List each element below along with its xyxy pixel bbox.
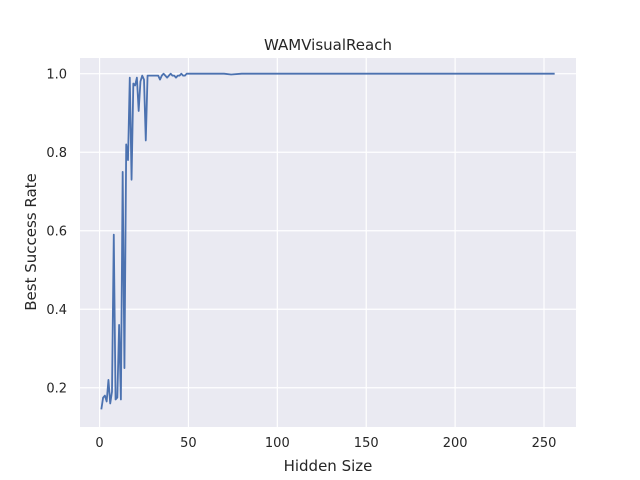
x-axis-label: Hidden Size xyxy=(284,457,373,475)
y-tick-label: 1.0 xyxy=(46,68,67,83)
x-tick-label: 100 xyxy=(265,436,290,451)
y-tick-label: 0.8 xyxy=(46,146,67,161)
x-tick-label: 200 xyxy=(443,436,468,451)
y-tick-label: 0.6 xyxy=(46,225,67,240)
plot-area xyxy=(80,58,576,427)
x-tick-label: 250 xyxy=(532,436,557,451)
y-axis-label: Best Success Rate xyxy=(22,173,40,311)
chart-title: WAMVisualReach xyxy=(264,36,392,54)
y-tick-labels: 0.2 0.4 0.6 0.8 1.0 xyxy=(46,68,67,397)
x-tick-label: 50 xyxy=(180,436,197,451)
x-tick-label: 0 xyxy=(95,436,103,451)
series-line xyxy=(100,72,555,410)
x-tick-labels: 0 50 100 150 200 250 xyxy=(95,436,556,451)
x-tick-label: 150 xyxy=(354,436,379,451)
y-tick-label: 0.4 xyxy=(46,303,67,318)
y-tick-label: 0.2 xyxy=(46,382,67,397)
series-layer xyxy=(100,72,555,410)
